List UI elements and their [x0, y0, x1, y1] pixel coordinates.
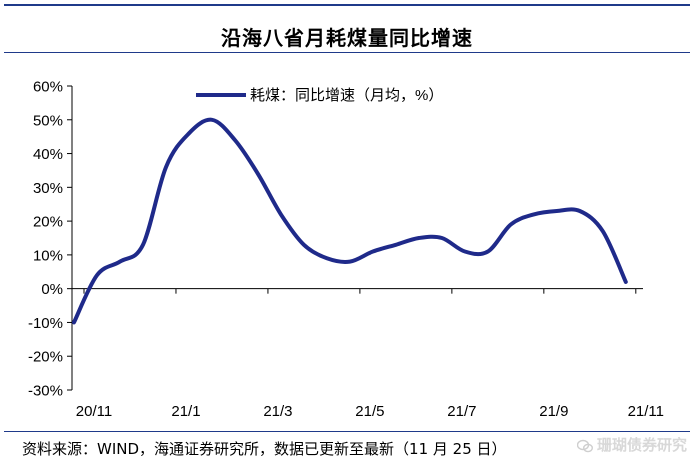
- y-tick-label: 0%: [41, 281, 63, 298]
- title-bar: 沿海八省月耗煤量同比增速: [4, 4, 690, 56]
- top-rule: [4, 4, 690, 6]
- y-tick-label: 20%: [33, 214, 63, 231]
- x-tick-label: 21/7: [447, 403, 476, 420]
- series-line: [72, 117, 628, 325]
- title-rule: [4, 52, 690, 53]
- watermark: 珊瑚债券研究: [576, 434, 687, 455]
- x-tick-label: 21/1: [171, 403, 200, 420]
- legend-label: 耗煤：同比增速（月均，%）: [250, 87, 443, 104]
- footer-rule: [4, 431, 690, 432]
- watermark-text: 珊瑚债券研究: [596, 436, 687, 454]
- x-tick-label: 20/11: [76, 403, 112, 420]
- y-tick-label: 40%: [33, 146, 63, 163]
- y-tick-label: -30%: [28, 383, 63, 400]
- y-tick-label: -20%: [28, 349, 63, 366]
- y-tick-label: -10%: [28, 315, 63, 332]
- chart-legend: 耗煤：同比增速（月均，%）: [196, 87, 443, 104]
- x-tick-label: 21/3: [263, 403, 292, 420]
- y-tick-label: 60%: [33, 79, 63, 96]
- chart-plot: [72, 117, 628, 325]
- chart-title: 沿海八省月耗煤量同比增速: [221, 26, 473, 50]
- x-tick-label: 21/9: [539, 403, 568, 420]
- y-tick-label: 10%: [33, 247, 63, 264]
- source-note: 资料来源：WIND，海通证券研究所，数据已更新至最新（11 月 25 日）: [22, 440, 507, 458]
- x-tick-label: 21/11: [628, 403, 664, 420]
- wechat-icon: [576, 439, 593, 453]
- y-tick-label: 50%: [33, 112, 63, 129]
- x-tick-label: 21/5: [355, 403, 384, 420]
- chart-axes: 60% 50% 40% 30% 20% 10% 0% -10% -20% -30% 20/11 21/…: [28, 79, 664, 421]
- y-tick-label: 30%: [33, 180, 63, 197]
